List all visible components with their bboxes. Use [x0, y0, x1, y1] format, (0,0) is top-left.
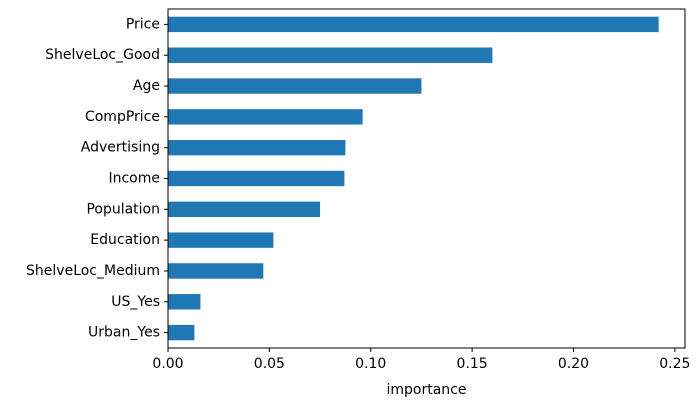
x-tick-label: 0.00 [152, 356, 183, 372]
bar-us-yes [168, 294, 201, 310]
y-tick-label: CompPrice [85, 109, 160, 125]
y-tick-label: Population [86, 201, 160, 217]
bar-population [168, 201, 321, 218]
y-axis-ticks: Price ShelveLoc_Good Age CompPrice Advertisi… [26, 16, 168, 341]
x-tick-label: 0.25 [659, 356, 690, 372]
bar-age [168, 78, 422, 94]
y-tick-label: Age [133, 78, 160, 94]
bar-shelveloc-medium [168, 263, 264, 279]
bar-advertising [168, 139, 346, 156]
y-tick-label: Urban_Yes [88, 325, 160, 341]
bar-income [168, 170, 345, 187]
y-tick-label: ShelveLoc_Good [45, 47, 160, 63]
y-tick-label: Income [108, 171, 160, 187]
y-tick-label: ShelveLoc_Medium [26, 263, 160, 279]
x-tick-label: 0.10 [355, 356, 386, 372]
x-axis-label: importance [387, 382, 467, 398]
x-axis-ticks: 0.00 0.05 0.10 0.15 0.20 0.25 [152, 348, 690, 372]
y-tick-label: US_Yes [111, 294, 160, 310]
bar-compprice [168, 109, 363, 125]
bar-education [168, 232, 274, 248]
plot-frame [167, 8, 686, 349]
y-tick-label: Advertising [81, 140, 160, 156]
y-tick-label: Price [126, 16, 160, 32]
x-tick-label: 0.15 [457, 356, 488, 372]
x-tick-label: 0.20 [558, 356, 589, 372]
bar-shelveloc-good [168, 47, 493, 63]
bars-group [168, 16, 659, 341]
x-tick-label: 0.05 [254, 356, 285, 372]
bar-price [168, 16, 659, 33]
bar-urban-yes [168, 324, 195, 341]
y-tick-label: Education [90, 232, 160, 248]
